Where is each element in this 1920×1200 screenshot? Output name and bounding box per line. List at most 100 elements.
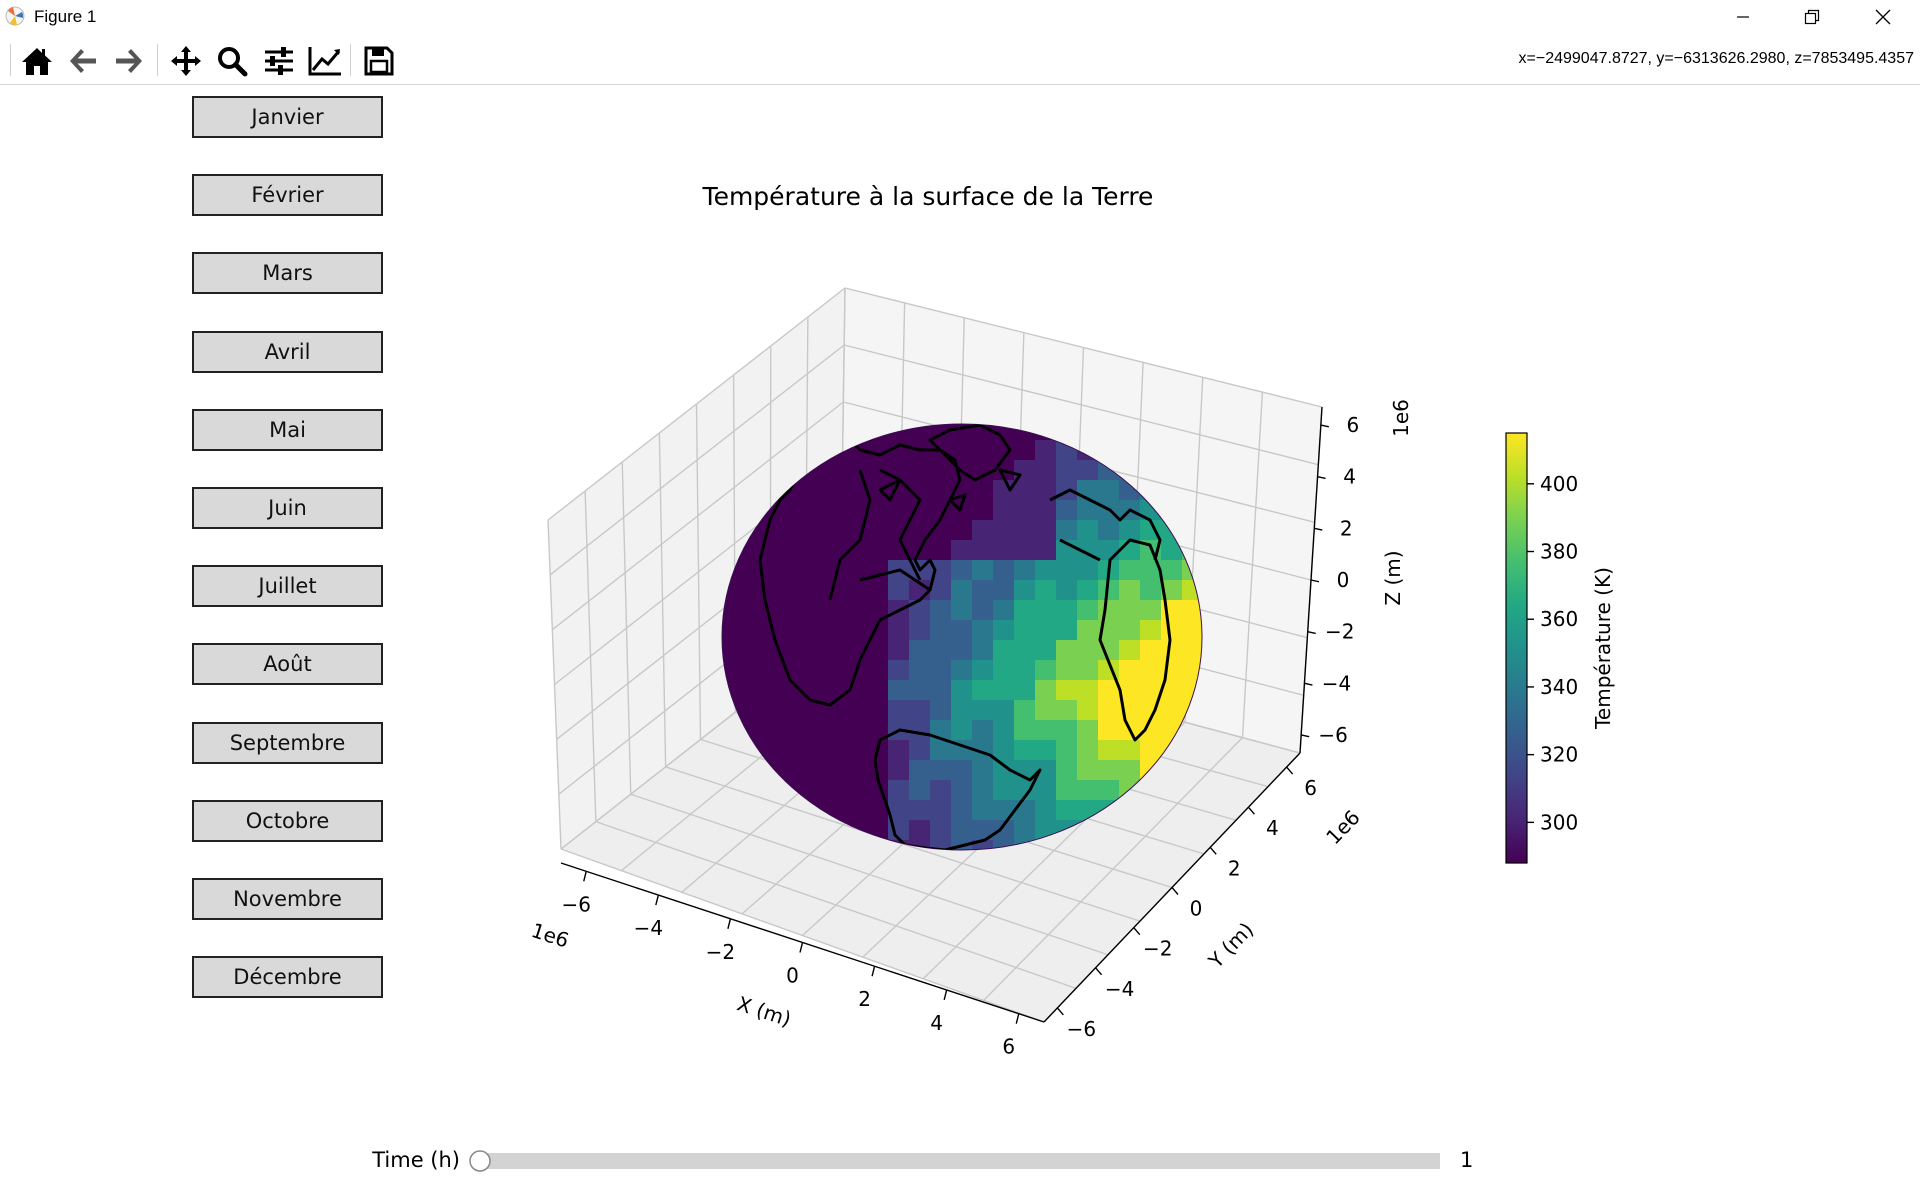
slider-value: 1 xyxy=(1460,1148,1473,1172)
month-button-5[interactable]: Mai xyxy=(192,408,383,451)
y-axis-label: Y (m) xyxy=(1203,917,1258,973)
slider-label: Time (h) xyxy=(371,1148,460,1172)
y-tick xyxy=(1056,1007,1064,1016)
y-tick-label: −4 xyxy=(1105,977,1134,1001)
minimize-button[interactable] xyxy=(1712,0,1774,34)
month-button-10[interactable]: Octobre xyxy=(192,799,383,842)
y-tick-label: 6 xyxy=(1304,776,1317,800)
restore-button[interactable] xyxy=(1781,0,1843,34)
y-axis-offset: 1e6 xyxy=(1321,805,1364,849)
month-button-6[interactable]: Juin xyxy=(192,487,383,529)
plot-title: Température à la surface de la Terre xyxy=(702,182,1154,211)
zoom-button[interactable] xyxy=(213,42,251,80)
month-button-2[interactable]: Février xyxy=(192,174,383,217)
save-icon xyxy=(364,46,394,76)
home-icon xyxy=(22,48,52,75)
x-tick xyxy=(871,966,876,977)
x-tick xyxy=(727,918,732,929)
coastline-north-america xyxy=(758,438,962,707)
y-tick xyxy=(1286,766,1294,775)
z-tick xyxy=(1317,476,1326,480)
z-tick xyxy=(1314,527,1323,531)
coastline-arctic xyxy=(828,424,931,601)
y-tick xyxy=(1171,887,1179,895)
home-button[interactable] xyxy=(18,42,56,80)
forward-arrow-icon xyxy=(116,49,142,73)
x-tick xyxy=(655,894,660,906)
x-axis-label: X (m) xyxy=(734,991,794,1031)
x-tick-label: −2 xyxy=(706,940,735,964)
axes-panes xyxy=(548,288,1322,1022)
save-button[interactable] xyxy=(360,42,398,80)
x-tick xyxy=(943,989,948,1001)
y-tick xyxy=(1209,846,1217,855)
z-tick-label: −2 xyxy=(1325,620,1354,644)
month-button-11[interactable]: Novembre xyxy=(192,878,383,920)
restore-icon xyxy=(1804,9,1820,25)
colorbar-ticks: 300 320 340 360 380 400 xyxy=(1527,472,1578,834)
coastline-south-america xyxy=(873,728,1042,850)
z-tick-label: −4 xyxy=(1322,671,1351,695)
month-button-8[interactable]: Août xyxy=(192,643,383,686)
colorbar-label: Température (K) xyxy=(1591,567,1615,730)
z-tick xyxy=(1307,630,1316,635)
y-tick xyxy=(1133,927,1141,936)
toolbar-separator xyxy=(350,44,351,76)
slider-track xyxy=(480,1153,1440,1169)
z-tick xyxy=(1304,682,1313,686)
month-button-1[interactable]: Janvier xyxy=(192,96,383,138)
x-tick-label: 6 xyxy=(1002,1035,1015,1059)
z-tick-label: 6 xyxy=(1346,413,1359,437)
coastline-islands xyxy=(878,468,1022,512)
earth-sphere xyxy=(722,424,1202,850)
slider-handle xyxy=(469,1150,491,1172)
z-tick xyxy=(1300,734,1310,738)
toolbar-separator xyxy=(157,44,158,76)
sphere-outline xyxy=(721,423,1203,851)
close-icon xyxy=(1875,9,1891,25)
colorbar-tick-label: 380 xyxy=(1540,540,1578,564)
edit-axes-button[interactable] xyxy=(306,42,344,80)
back-button[interactable] xyxy=(64,42,102,80)
z-tick xyxy=(1320,424,1330,428)
z-tick-label: 4 xyxy=(1343,465,1356,489)
month-button-9[interactable]: Septembre xyxy=(192,721,383,764)
minimize-icon xyxy=(1737,16,1749,18)
y-tick-label: 0 xyxy=(1190,897,1203,921)
z-axis-offset: 1e6 xyxy=(1389,399,1413,437)
x-tick-label: −4 xyxy=(634,916,663,940)
zoom-icon xyxy=(218,47,248,77)
month-button-12[interactable]: Décembre xyxy=(192,956,383,999)
y-tick-label: 4 xyxy=(1266,816,1279,840)
colorbar-tick-label: 360 xyxy=(1540,607,1578,631)
month-button-3[interactable]: Mars xyxy=(192,252,383,295)
x-tick xyxy=(1015,1013,1020,1024)
window-title: Figure 1 xyxy=(34,7,97,26)
month-button-4[interactable]: Avril xyxy=(192,330,383,373)
pan-button[interactable] xyxy=(167,42,205,80)
window-titlebar: Figure 1 xyxy=(0,0,1920,34)
y-tick xyxy=(1247,806,1255,815)
x-tick xyxy=(583,871,587,882)
coastline-europe xyxy=(1049,488,1162,562)
temperature-surface xyxy=(722,424,1202,850)
edit-axes-icon xyxy=(308,47,341,76)
pan-icon xyxy=(171,46,201,76)
y-tick-label: −6 xyxy=(1067,1017,1096,1041)
z-tick-label: 0 xyxy=(1337,568,1350,592)
z-axis-label: Z (m) xyxy=(1381,550,1405,605)
close-button[interactable] xyxy=(1852,0,1914,34)
y-tick xyxy=(1095,967,1103,976)
colorbar-tick-label: 400 xyxy=(1540,472,1578,496)
x-tick-label: 4 xyxy=(930,1011,943,1035)
forward-button[interactable] xyxy=(110,42,148,80)
colorbar-tick-label: 340 xyxy=(1540,675,1578,699)
configure-subplots-icon xyxy=(265,47,293,75)
x-tick-label: 0 xyxy=(786,964,799,988)
x-tick-label: −6 xyxy=(561,892,590,916)
x-axis-offset: 1e6 xyxy=(528,918,571,952)
y-tick-label: 2 xyxy=(1228,856,1241,880)
configure-subplots-button[interactable] xyxy=(260,42,298,80)
month-button-7[interactable]: Juillet xyxy=(192,565,383,608)
z-tick-label: 2 xyxy=(1340,516,1353,540)
